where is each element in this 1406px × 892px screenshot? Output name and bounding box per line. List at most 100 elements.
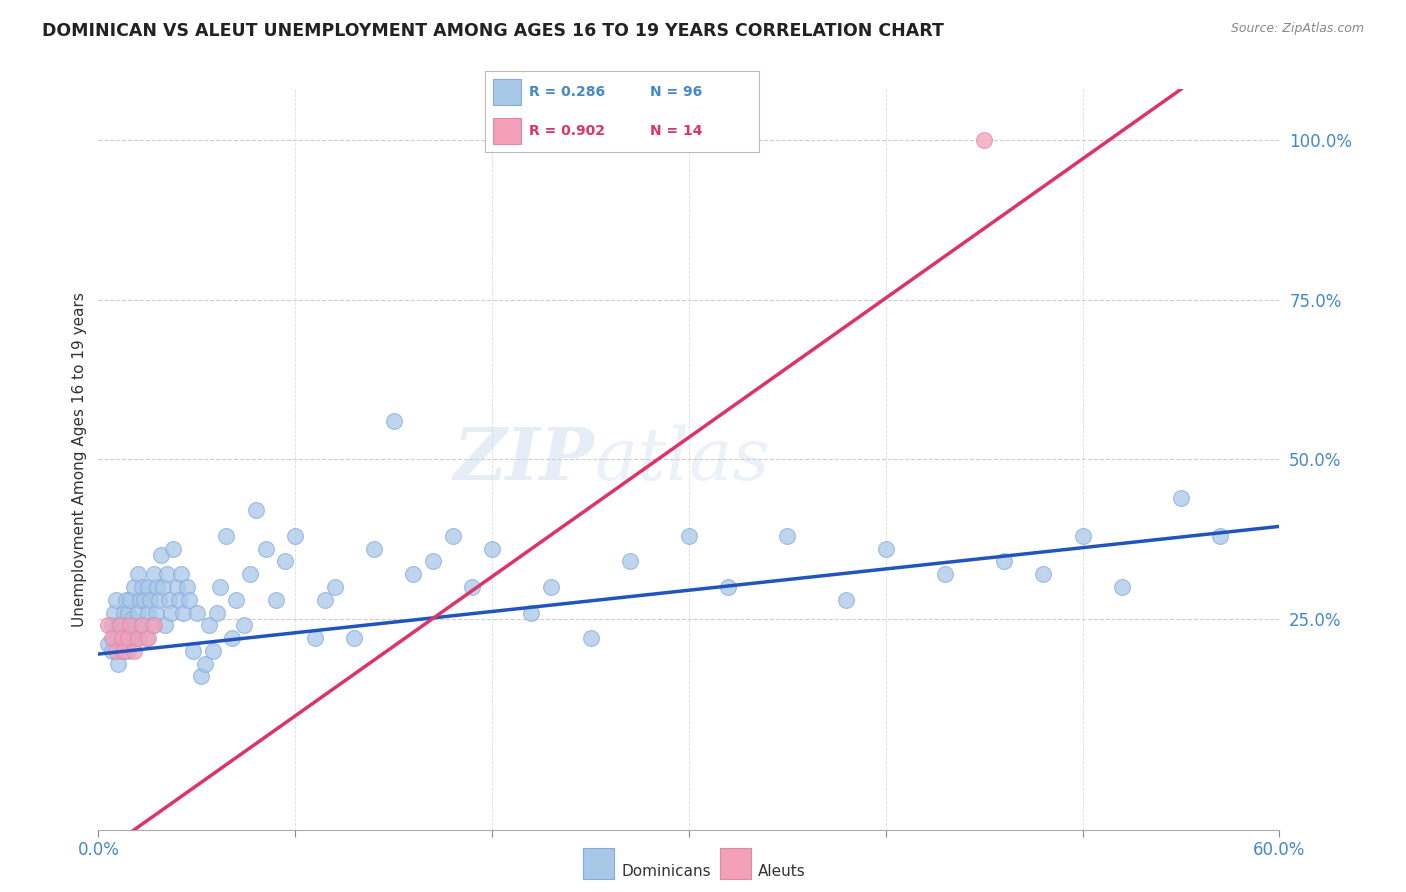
Text: Dominicans: Dominicans [621, 864, 711, 879]
Point [190, 669, 212, 683]
Point [148, 592, 170, 607]
Point [166, 580, 188, 594]
Point [111, 631, 134, 645]
Point [167, 592, 190, 607]
Point [142, 618, 165, 632]
Point [132, 592, 155, 607]
Point [136, 631, 159, 645]
Point [117, 631, 139, 645]
Text: R = 0.286: R = 0.286 [529, 86, 605, 99]
Point [127, 631, 149, 645]
Point [221, 631, 243, 645]
Point [314, 592, 336, 607]
Point [157, 592, 180, 607]
Point [160, 606, 183, 620]
Point [97, 637, 120, 651]
Point [1170, 491, 1192, 505]
Point [402, 567, 425, 582]
Point [121, 612, 143, 626]
Point [973, 133, 995, 147]
Point [225, 592, 247, 607]
Point [142, 567, 165, 582]
Point [118, 592, 141, 607]
Text: DOMINICAN VS ALEUT UNEMPLOYMENT AMONG AGES 16 TO 19 YEARS CORRELATION CHART: DOMINICAN VS ALEUT UNEMPLOYMENT AMONG AG… [42, 22, 943, 40]
Point [619, 554, 641, 568]
Point [264, 592, 287, 607]
Point [150, 548, 173, 562]
Point [101, 644, 124, 658]
Text: N = 96: N = 96 [650, 86, 702, 99]
Point [111, 644, 134, 658]
Point [209, 580, 232, 594]
Point [112, 606, 135, 620]
Point [136, 606, 159, 620]
Point [122, 644, 145, 658]
Point [875, 541, 897, 556]
Point [177, 592, 200, 607]
Point [215, 529, 238, 543]
Point [181, 644, 204, 658]
Point [245, 503, 267, 517]
Point [117, 644, 139, 658]
Point [112, 631, 135, 645]
Point [103, 631, 125, 645]
Point [520, 606, 543, 620]
Point [284, 529, 307, 543]
Point [1032, 567, 1054, 582]
Point [136, 580, 159, 594]
Point [1071, 529, 1094, 543]
Point [141, 618, 163, 632]
Point [1111, 580, 1133, 594]
Point [138, 592, 160, 607]
Point [117, 606, 139, 620]
Point [131, 618, 153, 632]
Point [835, 592, 858, 607]
Point [993, 554, 1015, 568]
Point [97, 618, 120, 632]
Point [127, 606, 149, 620]
Point [481, 541, 503, 556]
Text: N = 14: N = 14 [650, 124, 702, 137]
Point [579, 631, 602, 645]
Point [162, 541, 184, 556]
Point [194, 657, 217, 671]
Point [323, 580, 346, 594]
Point [170, 567, 193, 582]
Point [717, 580, 740, 594]
Y-axis label: Unemployment Among Ages 16 to 19 years: Unemployment Among Ages 16 to 19 years [72, 292, 87, 627]
Point [118, 618, 141, 632]
Bar [494, 118, 520, 144]
Point [254, 541, 277, 556]
Point [197, 618, 219, 632]
Point [186, 606, 208, 620]
Point [107, 618, 129, 632]
Point [107, 631, 129, 645]
Text: Aleuts: Aleuts [758, 864, 806, 879]
Point [118, 631, 141, 645]
Point [103, 606, 125, 620]
Point [111, 618, 134, 632]
Text: ZIP: ZIP [454, 424, 595, 495]
Point [239, 567, 262, 582]
Point [131, 618, 153, 632]
Point [461, 580, 484, 594]
Point [107, 657, 129, 671]
Point [101, 631, 124, 645]
Point [152, 580, 174, 594]
Point [441, 529, 464, 543]
Point [128, 592, 150, 607]
Point [146, 580, 169, 594]
Point [176, 580, 198, 594]
Point [363, 541, 385, 556]
Point [776, 529, 799, 543]
Point [115, 618, 138, 632]
Point [172, 606, 194, 620]
Text: Source: ZipAtlas.com: Source: ZipAtlas.com [1230, 22, 1364, 36]
Point [934, 567, 956, 582]
Point [422, 554, 444, 568]
Point [135, 631, 157, 645]
Point [540, 580, 562, 594]
Text: R = 0.902: R = 0.902 [529, 124, 605, 137]
Point [125, 618, 148, 632]
Point [205, 606, 228, 620]
